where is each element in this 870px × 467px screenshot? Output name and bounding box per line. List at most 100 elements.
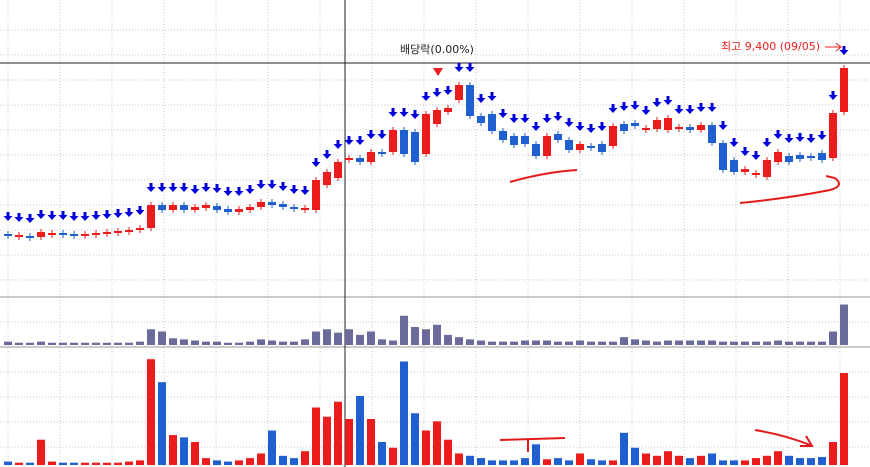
- candle: [37, 232, 45, 237]
- volume-bar: [70, 342, 78, 345]
- signal-arrow: [223, 187, 233, 196]
- trade-value-bar: [312, 407, 320, 465]
- trade-value-bar: [323, 416, 331, 465]
- trade-value-bar: [202, 458, 210, 465]
- volume-bar: [708, 340, 716, 345]
- trade-value-bar: [796, 458, 804, 465]
- volume-bar: [466, 339, 474, 345]
- signal-arrow: [311, 158, 321, 167]
- signal-arrow: [25, 214, 35, 223]
- candle: [675, 127, 683, 129]
- trade-value-bar: [147, 359, 155, 465]
- trade-value-bar: [587, 459, 595, 465]
- signal-arrow: [289, 185, 299, 194]
- volume-bar: [400, 315, 408, 345]
- signal-arrow: [432, 88, 442, 97]
- candle: [257, 202, 265, 207]
- volume-bar: [202, 341, 210, 345]
- signal-arrow: [729, 138, 739, 147]
- candle: [752, 173, 760, 175]
- volume-bar: [213, 341, 221, 345]
- candle: [565, 140, 573, 150]
- dividend-annotation: 배당락(0.00%): [400, 43, 474, 56]
- volume-bar: [411, 327, 419, 345]
- trade-value-bar: [708, 453, 716, 465]
- trade-value-bar: [389, 447, 397, 465]
- volume-bar: [455, 337, 463, 345]
- volume-bar: [235, 342, 243, 345]
- volume-bar: [532, 340, 540, 345]
- candle: [488, 114, 496, 131]
- trade-value-bar: [169, 435, 177, 465]
- candle: [48, 233, 56, 235]
- signal-arrow: [740, 147, 750, 156]
- volume-bar: [510, 341, 518, 345]
- volume-bar: [818, 341, 826, 345]
- signal-arrow: [542, 114, 552, 123]
- trade-value-bar: [466, 455, 474, 465]
- trade-value-bar: [510, 460, 518, 465]
- volume-bar: [389, 340, 397, 345]
- signal-arrow: [575, 122, 585, 131]
- signal-arrow: [300, 186, 310, 195]
- trade-value-bar: [411, 413, 419, 465]
- candle: [818, 153, 826, 160]
- candle: [499, 131, 507, 140]
- volume-bar: [752, 341, 760, 345]
- trade-value-bar: [829, 442, 837, 465]
- trade-value-bar: [26, 462, 34, 465]
- volume-bar: [576, 340, 584, 345]
- trade-value-bar: [532, 444, 540, 465]
- volume-bar: [796, 341, 804, 345]
- volume-bar: [367, 331, 375, 345]
- trade-value-bar: [268, 430, 276, 465]
- trade-value-bar: [620, 432, 628, 465]
- volume-bar: [323, 329, 331, 345]
- trade-value-bar: [554, 458, 562, 465]
- signal-arrow: [641, 106, 651, 115]
- trade-value-bar: [543, 459, 551, 465]
- trade-value-bar: [521, 458, 529, 465]
- signal-arrow: [696, 103, 706, 112]
- volume-bar: [488, 341, 496, 345]
- volume-bar: [15, 342, 23, 345]
- signal-arrow: [355, 136, 365, 145]
- volume-bar: [345, 329, 353, 345]
- volume-bar: [444, 334, 452, 345]
- hand-drawn-mark: [754, 429, 814, 447]
- trade-value-bar: [642, 453, 650, 465]
- signal-arrow: [498, 109, 508, 118]
- candle: [796, 155, 804, 159]
- trade-value-bar: [488, 460, 496, 465]
- candle: [224, 209, 232, 212]
- volume-bar: [26, 342, 34, 345]
- volume-bar: [565, 341, 573, 345]
- volume-bar: [697, 340, 705, 345]
- signal-arrow: [322, 150, 332, 159]
- candle: [59, 233, 67, 235]
- volume-bar: [4, 341, 12, 345]
- signal-arrow: [839, 46, 849, 55]
- candle: [26, 236, 34, 238]
- volume-bar: [378, 339, 386, 345]
- trade-value-bar: [774, 451, 782, 465]
- trade-value-bar: [367, 419, 375, 465]
- trade-value-bar: [422, 430, 430, 465]
- candle: [686, 127, 694, 130]
- signal-arrow: [179, 183, 189, 192]
- trade-value-bar: [818, 456, 826, 465]
- candle: [576, 144, 584, 150]
- candle: [807, 156, 815, 158]
- candle: [378, 152, 386, 154]
- volume-bar: [48, 342, 56, 345]
- signal-arrow: [685, 105, 695, 114]
- volume-bar: [664, 340, 672, 345]
- volume-bar: [103, 342, 111, 345]
- volume-bar: [334, 332, 342, 345]
- candle: [180, 205, 188, 210]
- candle: [213, 206, 221, 210]
- trade-value-bar: [444, 439, 452, 465]
- trade-value-bar: [763, 455, 771, 465]
- candle: [147, 205, 155, 228]
- trade-value-bar: [4, 461, 12, 465]
